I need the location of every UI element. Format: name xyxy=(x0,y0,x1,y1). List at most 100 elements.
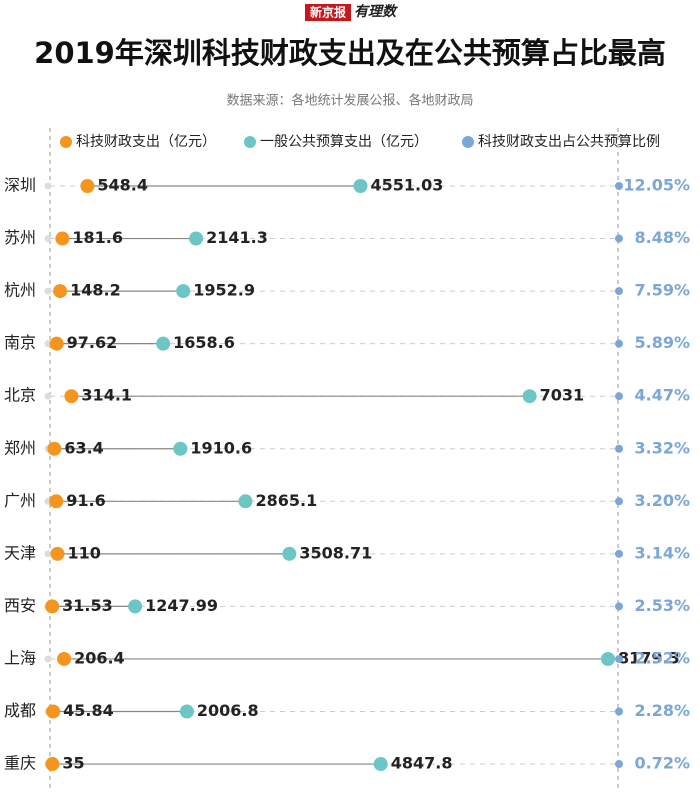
category-label: 深圳 xyxy=(4,176,36,195)
chart-subtitle: 数据来源：各地统计发展公报、各地财政局 xyxy=(226,93,473,109)
budget-label: 2006.8 xyxy=(197,701,259,720)
ratio-dot xyxy=(615,339,623,348)
budget-dot xyxy=(173,441,188,456)
category-label: 成都 xyxy=(4,701,36,720)
tech-label: 31.53 xyxy=(62,596,113,615)
tech-dot xyxy=(47,441,62,456)
ratio-label: 2.53% xyxy=(634,596,690,615)
budget-label: 1658.6 xyxy=(173,333,235,352)
budget-dot xyxy=(189,231,204,246)
ratio-dot xyxy=(615,654,623,663)
ratio-label: 2.52% xyxy=(634,648,690,667)
tech-label: 314.1 xyxy=(81,386,132,405)
tech-label: 206.4 xyxy=(74,648,125,667)
tech-dot xyxy=(55,231,70,246)
budget-label: 4847.8 xyxy=(391,754,453,773)
tech-label: 63.4 xyxy=(64,438,103,457)
tech-label: 97.62 xyxy=(67,333,118,352)
ratio-label: 0.72% xyxy=(634,754,690,773)
legend-marker xyxy=(244,136,256,148)
tech-dot xyxy=(49,336,64,351)
category-label: 西安 xyxy=(4,596,36,615)
ratio-label: 12.05% xyxy=(623,176,690,195)
budget-label: 4551.03 xyxy=(370,176,443,195)
category-label: 北京 xyxy=(4,386,36,405)
budget-dot xyxy=(179,704,194,719)
tech-label: 110 xyxy=(68,543,101,562)
origin-dot xyxy=(44,287,52,295)
ratio-dot xyxy=(615,497,623,506)
budget-dot xyxy=(128,599,143,614)
category-label: 苏州 xyxy=(4,228,36,247)
ratio-dot xyxy=(615,392,623,401)
budget-label: 7031 xyxy=(540,386,585,405)
budget-label: 1247.99 xyxy=(145,596,218,615)
ratio-label: 2.28% xyxy=(634,701,690,720)
tech-dot xyxy=(53,284,68,299)
budget-dot xyxy=(176,284,191,299)
tech-label: 35 xyxy=(62,754,84,773)
origin-dot xyxy=(44,655,52,663)
ratio-label: 3.14% xyxy=(634,543,690,562)
budget-label: 8179.3 xyxy=(618,648,680,667)
tech-dot xyxy=(50,546,65,561)
tech-label: 91.6 xyxy=(66,491,105,510)
legend-label: 一般公共预算支出（亿元） xyxy=(260,134,428,150)
ratio-label: 3.32% xyxy=(634,438,690,457)
logo-tagline: 有理数 xyxy=(354,3,398,20)
ratio-dot xyxy=(615,549,623,558)
tech-dot xyxy=(57,651,72,666)
budget-dot xyxy=(601,651,615,666)
logo-name: 新京报 xyxy=(310,5,346,20)
tech-dot xyxy=(45,757,60,772)
ratio-dot xyxy=(615,287,623,296)
tech-dot xyxy=(80,179,95,193)
category-label: 杭州 xyxy=(4,281,36,300)
origin-dot xyxy=(44,340,52,348)
tech-label: 148.2 xyxy=(70,281,121,300)
category-label: 郑州 xyxy=(4,438,36,457)
tech-label: 181.6 xyxy=(72,228,123,247)
tech-dot xyxy=(45,599,60,614)
ratio-label: 4.47% xyxy=(634,386,690,405)
budget-dot xyxy=(282,546,297,561)
ratio-label: 8.48% xyxy=(634,228,690,247)
ratio-label: 5.89% xyxy=(634,333,690,352)
origin-dot xyxy=(44,550,52,558)
budget-label: 1910.6 xyxy=(190,438,252,457)
legend-label: 科技财政支出占公共预算比例 xyxy=(478,134,660,150)
origin-dot xyxy=(44,182,52,190)
ratio-label: 3.20% xyxy=(634,491,690,510)
ratio-dot xyxy=(615,760,623,769)
category-label: 南京 xyxy=(4,333,36,352)
budget-dot xyxy=(522,389,537,404)
logo-box xyxy=(305,4,351,21)
origin-dot xyxy=(44,235,52,243)
budget-dot xyxy=(156,336,171,351)
legend-label: 科技财政支出（亿元） xyxy=(76,134,216,150)
ratio-dot xyxy=(615,707,623,716)
tech-label: 45.84 xyxy=(63,701,114,720)
ratio-dot xyxy=(615,234,623,243)
budget-dot xyxy=(373,757,388,772)
budget-label: 3508.71 xyxy=(299,543,372,562)
category-label: 上海 xyxy=(4,648,36,667)
legend-marker xyxy=(60,136,72,148)
ratio-dot xyxy=(615,182,623,190)
tech-dot xyxy=(64,389,79,404)
ratio-label: 7.59% xyxy=(634,281,690,300)
ratio-dot xyxy=(615,602,623,611)
category-label: 广州 xyxy=(4,491,36,510)
category-label: 重庆 xyxy=(4,754,36,773)
legend-marker xyxy=(462,136,474,148)
budget-dot xyxy=(238,494,253,509)
category-label: 天津 xyxy=(4,543,36,562)
tech-dot xyxy=(49,494,64,509)
budget-dot xyxy=(353,179,368,193)
tech-dot xyxy=(46,704,61,719)
budget-label: 2865.1 xyxy=(255,491,317,510)
chart-title: 2019年深圳科技财政支出及在公共预算占比最高 xyxy=(34,36,666,70)
origin-dot xyxy=(44,392,52,400)
budget-label: 1952.9 xyxy=(193,281,255,300)
